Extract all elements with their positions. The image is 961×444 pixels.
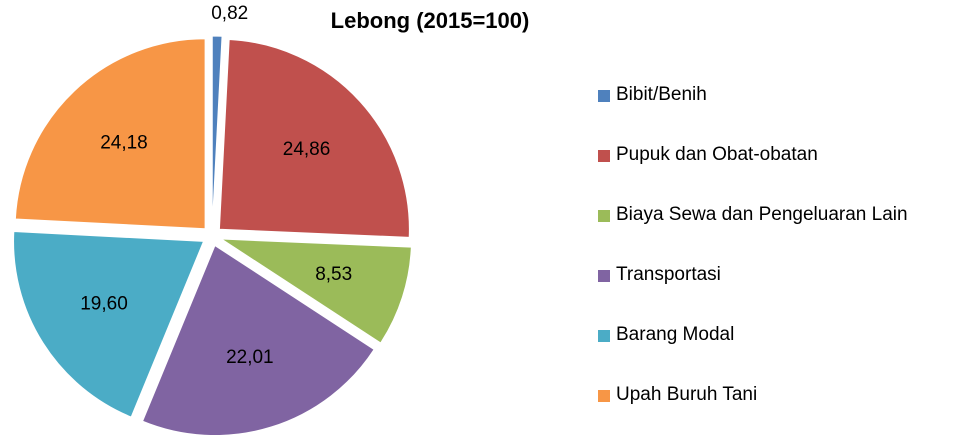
pie-slice [13,231,205,418]
legend-swatch [598,390,610,402]
legend-label: Bibit/Benih [616,84,707,105]
legend-item: Transportasi [598,264,953,324]
data-label: 8,53 [315,264,352,285]
legend-label: Upah Buruh Tani [616,384,758,405]
legend-label: Pupuk dan Obat-obatan [616,144,818,165]
legend-swatch [598,90,610,102]
pie-slice [141,244,375,435]
legend-item: Pupuk dan Obat-obatan [598,144,953,204]
legend-item: Bibit/Benih [598,84,953,144]
chart: Lebong (2015=100) 0,82 24,86 8,53 22,01 19,6… [13,3,530,435]
pie-slice [219,238,412,344]
chart-title: Lebong (2015=100) [331,8,530,33]
legend-swatch [598,210,610,222]
legend: Bibit/Benih Pupuk dan Obat-obatan Biaya Se… [598,84,953,444]
legend-label: Transportasi [616,264,721,285]
legend-label: Biaya Sewa dan Pengeluaran Lain [616,204,908,225]
pie-slice [14,38,206,230]
data-label: 0,82 [211,3,248,24]
legend-label: Barang Modal [616,324,735,345]
data-label: 22,01 [226,347,274,368]
legend-swatch [598,270,610,282]
legend-swatch [598,150,610,162]
pie-slice [218,38,410,238]
pie-slice [211,35,223,227]
page: Lebong (2015=100) 0,82 24,86 8,53 22,01 19,6… [13,3,908,435]
data-label: 24,86 [283,139,331,160]
legend-item: Biaya Sewa dan Pengeluaran Lain [598,204,953,264]
legend-item: Barang Modal [598,324,953,384]
legend-item: Upah Buruh Tani [598,384,953,444]
legend-swatch [598,330,610,342]
data-label: 19,60 [80,293,128,314]
data-label: 24,18 [100,132,148,153]
